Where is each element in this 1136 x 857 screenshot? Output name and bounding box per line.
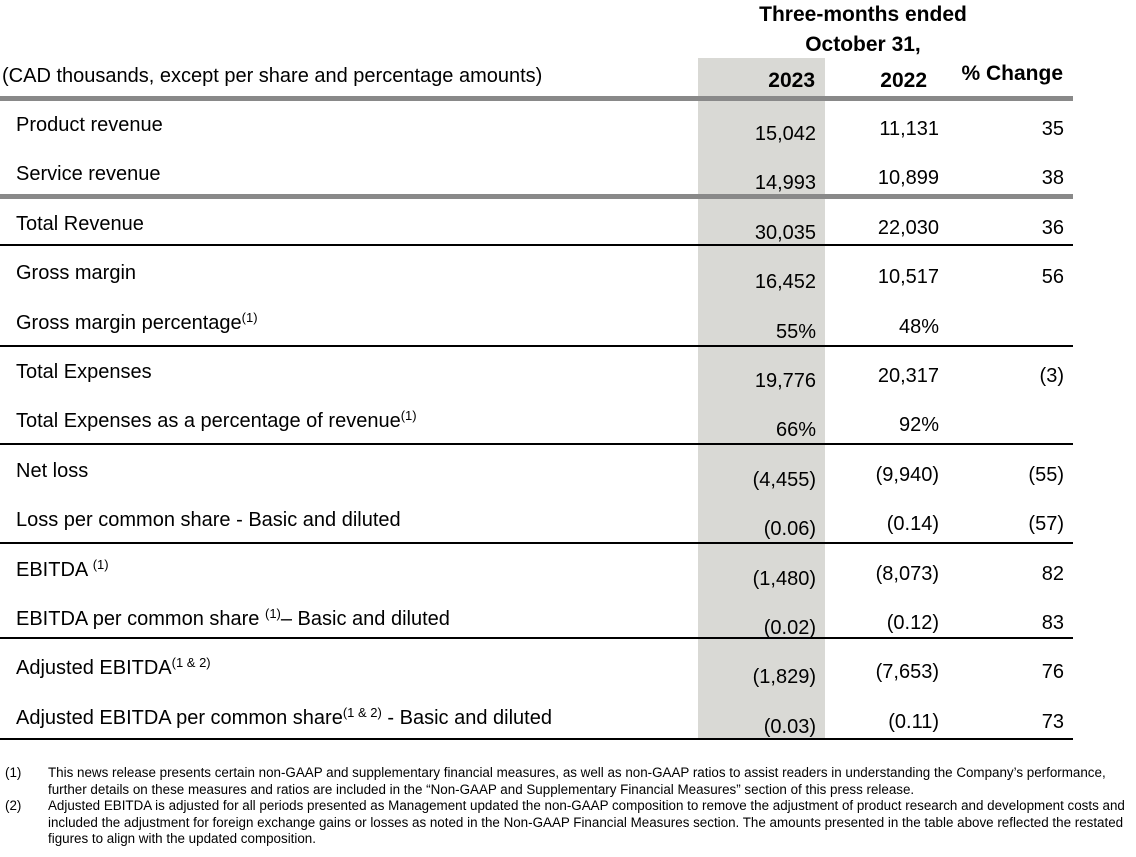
row-label: Total Expenses as a percentage of revenu… bbox=[16, 410, 401, 432]
row-rule-adjusted-ebitda bbox=[0, 738, 1073, 740]
period-heading-line1: Three-months ended bbox=[759, 3, 967, 26]
footnote-1-marker: (1) bbox=[5, 765, 22, 780]
highlight-column-2023 bbox=[698, 58, 825, 740]
value-2023: 15,042 bbox=[754, 123, 816, 145]
row-label-suffix: – Basic and diluted bbox=[280, 608, 450, 630]
value-percent-change: 38 bbox=[1041, 167, 1064, 189]
value-percent-change: 82 bbox=[1041, 563, 1064, 585]
value-percent-change: (57) bbox=[1028, 513, 1064, 535]
row-label: EBITDA bbox=[16, 559, 93, 581]
footnote-2: (2) Adjusted EBITDA is adjusted for all … bbox=[0, 798, 1136, 848]
value-2023: (1,480) bbox=[752, 568, 816, 590]
table-row-total-revenue: Total Revenue 30,035 22,030 36 bbox=[0, 212, 1136, 261]
section-rule-revenue bbox=[0, 194, 1073, 199]
footnote-ref: (1 & 2) bbox=[342, 705, 382, 720]
value-2022: 48% bbox=[898, 316, 939, 338]
row-label-suffix: - Basic and diluted bbox=[381, 707, 552, 729]
value-2022: (7,653) bbox=[875, 661, 939, 683]
value-2022: 10,899 bbox=[877, 167, 939, 189]
value-2023: (0.06) bbox=[763, 518, 816, 540]
table-row-gross-margin-percentage: Gross margin percentage(1) 55% 48% bbox=[0, 310, 1136, 360]
table-row-total-expenses: Total Expenses 19,776 20,317 (3) bbox=[0, 360, 1136, 409]
row-label: Adjusted EBITDA per common share bbox=[16, 707, 343, 729]
table-row-ebitda: EBITDA (1) (1,480) (8,073) 82 bbox=[0, 557, 1136, 607]
row-label: Gross margin bbox=[16, 262, 137, 284]
value-2022: 11,131 bbox=[879, 118, 939, 140]
value-percent-change: 35 bbox=[1041, 118, 1064, 140]
value-percent-change: 83 bbox=[1041, 612, 1064, 634]
value-percent-change: 36 bbox=[1041, 217, 1064, 239]
period-heading-line2: October 31, bbox=[805, 33, 921, 56]
table-row-gross-margin: Gross margin 16,452 10,517 56 bbox=[0, 261, 1136, 310]
value-2022: (9,940) bbox=[875, 464, 939, 486]
table-row-service-revenue: Service revenue 14,993 10,899 38 bbox=[0, 162, 1136, 211]
column-header-2023: 2023 bbox=[768, 69, 815, 92]
row-label: Total Revenue bbox=[16, 213, 144, 235]
row-rule-net-loss bbox=[0, 542, 1073, 544]
row-label: EBITDA per common share bbox=[16, 608, 265, 630]
value-percent-change: (3) bbox=[1039, 365, 1064, 387]
value-2023: 16,452 bbox=[754, 271, 816, 293]
row-label: Product revenue bbox=[16, 114, 163, 136]
footnote-ref: (1) bbox=[241, 310, 258, 325]
table-row-ebitda-per-share: EBITDA per common share (1)– Basic and d… bbox=[0, 606, 1136, 656]
value-2023: (1,829) bbox=[752, 666, 816, 688]
value-2023: 14,993 bbox=[754, 172, 816, 194]
value-2023: 66% bbox=[775, 419, 816, 441]
row-rule-total-revenue bbox=[0, 244, 1073, 246]
value-2022: 92% bbox=[898, 414, 939, 436]
row-label: Total Expenses bbox=[16, 361, 152, 383]
value-percent-change: 56 bbox=[1041, 266, 1064, 288]
value-2022: (0.11) bbox=[888, 711, 939, 733]
value-2022: (8,073) bbox=[875, 563, 939, 585]
value-percent-change: 73 bbox=[1041, 711, 1064, 733]
row-label: Gross margin percentage bbox=[16, 312, 242, 334]
footnote-ref: (1) bbox=[400, 408, 417, 423]
footnote-1: (1) This news release presents certain n… bbox=[0, 765, 1136, 798]
footnote-1-text: This news release presents certain non-G… bbox=[48, 765, 1106, 797]
value-2022: 20,317 bbox=[877, 365, 939, 387]
unit-note: (CAD thousands, except per share and per… bbox=[2, 65, 543, 87]
footnote-ref: (1 & 2) bbox=[171, 655, 211, 670]
value-2023: (0.02) bbox=[763, 617, 816, 639]
value-2022: (0.12) bbox=[886, 612, 939, 634]
value-2023: 55% bbox=[775, 321, 816, 343]
table-row-expenses-percentage: Total Expenses as a percentage of revenu… bbox=[0, 408, 1136, 458]
footnote-2-text: Adjusted EBITDA is adjusted for all peri… bbox=[48, 798, 1125, 847]
value-2023: 19,776 bbox=[754, 370, 816, 392]
table-row-net-loss: Net loss (4,455) (9,940) (55) bbox=[0, 459, 1136, 508]
row-rule-expenses bbox=[0, 443, 1073, 445]
value-2023: 30,035 bbox=[754, 222, 816, 244]
footnotes-section: (1) This news release presents certain n… bbox=[0, 765, 1136, 848]
table-row-loss-per-share: Loss per common share - Basic and dilute… bbox=[0, 508, 1136, 557]
row-rule-gross-margin bbox=[0, 345, 1073, 347]
footnote-2-marker: (2) bbox=[5, 798, 22, 814]
value-2022: 22,030 bbox=[877, 217, 939, 239]
value-2023: (0.03) bbox=[763, 716, 816, 738]
row-label: Net loss bbox=[16, 460, 89, 482]
column-header-percent-change: % Change bbox=[961, 62, 1063, 85]
table-row-adjusted-ebitda: Adjusted EBITDA(1 & 2) (1,829) (7,653) 7… bbox=[0, 655, 1136, 705]
value-2023: (4,455) bbox=[752, 469, 816, 491]
footnote-ref: (1) bbox=[92, 557, 109, 572]
row-label: Service revenue bbox=[16, 163, 161, 185]
table-row-product-revenue: Product revenue 15,042 11,131 35 bbox=[0, 113, 1136, 162]
table-row-adjusted-ebitda-per-share: Adjusted EBITDA per common share(1 & 2) … bbox=[0, 705, 1136, 755]
row-rule-ebitda bbox=[0, 637, 1073, 639]
header-rule bbox=[0, 96, 1073, 101]
footnote-ref: (1) bbox=[264, 606, 281, 621]
column-header-2022: 2022 bbox=[880, 69, 927, 92]
value-2022: 10,517 bbox=[877, 266, 939, 288]
value-2022: (0.14) bbox=[886, 513, 939, 535]
value-percent-change: (55) bbox=[1028, 464, 1064, 486]
row-label: Loss per common share - Basic and dilute… bbox=[16, 509, 401, 531]
row-label: Adjusted EBITDA bbox=[16, 657, 172, 679]
value-percent-change: 76 bbox=[1041, 661, 1064, 683]
